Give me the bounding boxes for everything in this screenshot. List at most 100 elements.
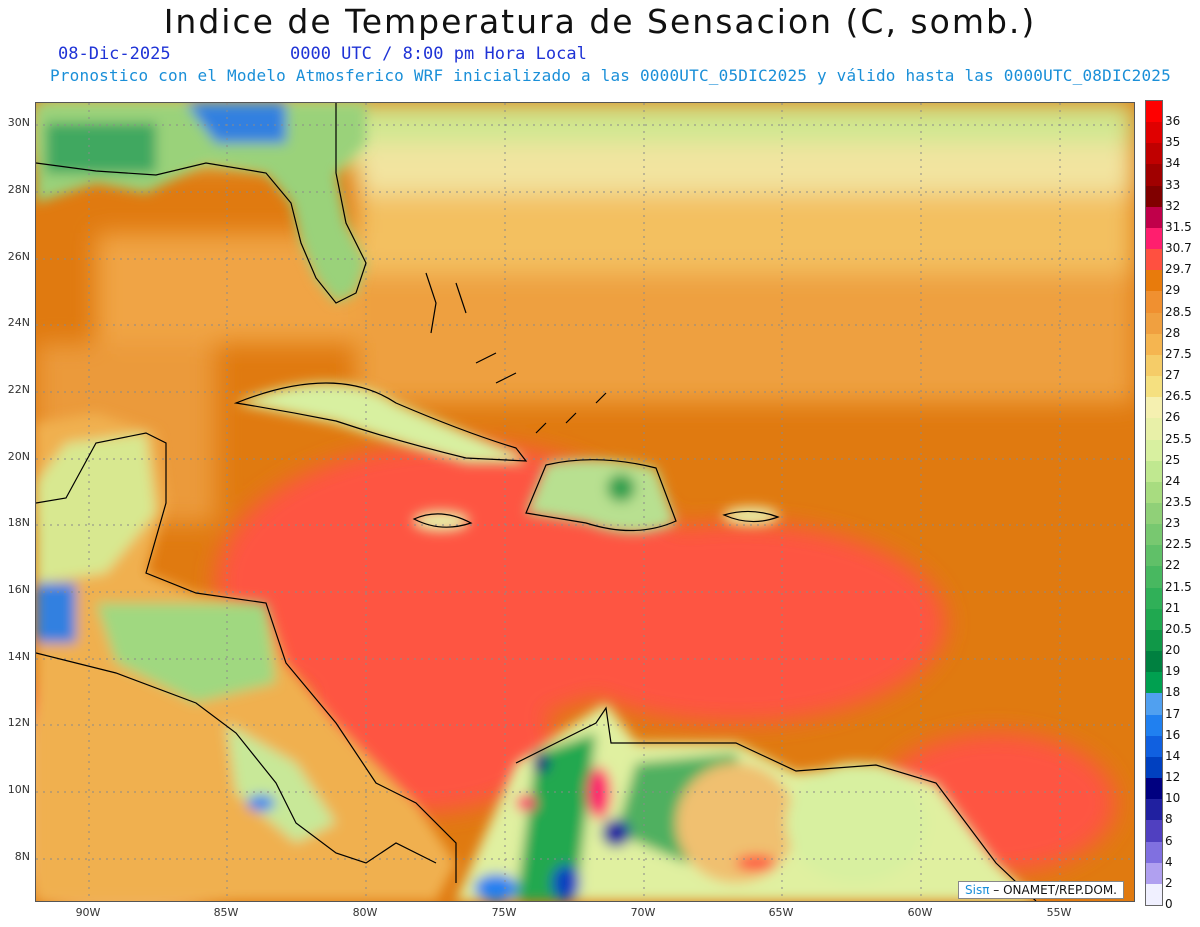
- lon-label: 55W: [1046, 906, 1072, 919]
- lat-label: 30N: [7, 116, 30, 129]
- lon-label: 60W: [907, 906, 933, 919]
- color-legend-label: 0: [1165, 897, 1173, 911]
- color-legend-swatch: [1146, 841, 1162, 864]
- color-legend-swatch: [1146, 227, 1162, 250]
- lon-label: 75W: [491, 906, 517, 919]
- lat-label: 26N: [7, 250, 30, 263]
- color-legend-label: 21.5: [1165, 579, 1192, 594]
- color-legend-swatch: [1146, 333, 1162, 356]
- color-legend-swatch: [1146, 312, 1162, 335]
- color-legend-label: 6: [1165, 833, 1173, 848]
- color-legend-label: 4: [1165, 854, 1173, 869]
- color-legend-swatch: [1146, 460, 1162, 483]
- color-legend-swatch: [1146, 545, 1162, 567]
- color-legend-swatch: [1146, 101, 1162, 123]
- color-legend-label: 33: [1165, 177, 1181, 192]
- color-legend-label: 26.5: [1165, 389, 1192, 404]
- color-legend-label: 26: [1165, 410, 1181, 425]
- lon-label: 70W: [630, 906, 656, 919]
- color-legend-swatch: [1146, 185, 1162, 208]
- color-legend-label: 28.5: [1165, 304, 1192, 319]
- color-legend-swatch: [1146, 820, 1162, 843]
- color-legend-label: 21: [1165, 600, 1181, 615]
- color-legend-swatch: [1146, 566, 1162, 589]
- color-legend-swatch: [1146, 481, 1162, 504]
- color-legend-swatch: [1146, 714, 1162, 737]
- color-legend-swatch: [1146, 862, 1162, 885]
- color-legend-label: 31.5: [1165, 219, 1192, 234]
- lon-label: 80W: [352, 906, 378, 919]
- map-canvas: [36, 103, 1134, 901]
- color-legend-label: 10: [1165, 791, 1181, 806]
- color-legend-label: 29: [1165, 283, 1181, 298]
- lat-label: 20N: [7, 450, 30, 463]
- color-legend-swatch: [1146, 418, 1162, 441]
- color-legend-label: 22.5: [1165, 537, 1192, 552]
- color-legend-swatch: [1146, 651, 1162, 673]
- lat-label: 8N: [14, 850, 30, 863]
- lat-label: 10N: [7, 783, 30, 796]
- graticule: [36, 103, 1134, 901]
- color-legend-swatch: [1146, 883, 1162, 906]
- color-legend-swatch: [1146, 629, 1162, 652]
- color-legend-label: 35: [1165, 135, 1181, 150]
- color-legend-swatch: [1146, 376, 1162, 398]
- color-legend-swatch: [1146, 270, 1162, 292]
- coastlines: [36, 103, 1037, 901]
- color-legend-swatch: [1146, 608, 1162, 631]
- color-legend-label: 29.7: [1165, 262, 1192, 277]
- lat-label: 14N: [7, 650, 30, 663]
- map-credit: Sisπ – ONAMET/REP.DOM.: [958, 881, 1124, 899]
- color-legend-label: 36: [1165, 114, 1181, 129]
- color-legend-swatch: [1146, 291, 1162, 314]
- color-legend-label: 14: [1165, 748, 1181, 763]
- credit-text: – ONAMET/REP.DOM.: [993, 883, 1117, 897]
- sispi-logo: Sisπ: [965, 883, 990, 897]
- forecast-date: 08-Dic-2025: [58, 44, 171, 64]
- color-legend-label: 28: [1165, 325, 1181, 340]
- color-legend-label: 18: [1165, 685, 1181, 700]
- map-title: Indice de Temperatura de Sensacion (C, s…: [163, 2, 1037, 41]
- color-legend-swatch: [1146, 164, 1162, 187]
- color-legend-swatch: [1146, 503, 1162, 525]
- color-legend-swatch: [1146, 206, 1162, 229]
- color-legend-swatch: [1146, 439, 1162, 462]
- color-legend-swatch: [1146, 587, 1162, 610]
- weather-map[interactable]: Sisπ – ONAMET/REP.DOM.: [35, 102, 1135, 902]
- color-legend-label: 19: [1165, 664, 1181, 679]
- color-legend: [1145, 100, 1163, 906]
- color-legend-swatch: [1146, 143, 1162, 165]
- color-legend-label: 30.7: [1165, 241, 1192, 256]
- color-legend-swatch: [1146, 778, 1162, 800]
- color-legend-label: 34: [1165, 156, 1181, 171]
- forecast-time: 0000 UTC / 8:00 pm Hora Local: [290, 44, 587, 64]
- color-legend-swatch: [1146, 799, 1162, 821]
- color-legend-label: 25: [1165, 452, 1181, 467]
- color-legend-label: 27.5: [1165, 346, 1192, 361]
- lon-label: 85W: [213, 906, 239, 919]
- lat-label: 16N: [7, 583, 30, 596]
- color-legend-label: 20.5: [1165, 621, 1192, 636]
- color-legend-swatch: [1146, 693, 1162, 716]
- color-legend-swatch: [1146, 524, 1162, 546]
- color-legend-label: 23.5: [1165, 495, 1192, 509]
- color-legend-label: 2: [1165, 875, 1173, 890]
- color-legend-label: 20: [1165, 643, 1181, 658]
- color-legend-label: 27: [1165, 368, 1181, 383]
- color-legend-swatch: [1146, 672, 1162, 694]
- color-legend-label: 16: [1165, 727, 1181, 742]
- color-legend-label: 22: [1165, 558, 1181, 573]
- lat-label: 24N: [7, 316, 30, 329]
- color-legend-label: 17: [1165, 706, 1181, 721]
- color-legend-label: 32: [1165, 198, 1181, 213]
- color-legend-swatch: [1146, 735, 1162, 758]
- model-info: Pronostico con el Modelo Atmosferico WRF…: [50, 66, 1171, 85]
- lon-label: 90W: [75, 906, 101, 919]
- color-legend-label: 12: [1165, 770, 1181, 785]
- lat-label: 12N: [7, 716, 30, 729]
- lon-label: 65W: [768, 906, 794, 919]
- color-legend-swatch: [1146, 756, 1162, 779]
- color-legend-label: 25.5: [1165, 431, 1192, 446]
- color-legend-label: 23: [1165, 516, 1181, 531]
- color-legend-swatch: [1146, 249, 1162, 271]
